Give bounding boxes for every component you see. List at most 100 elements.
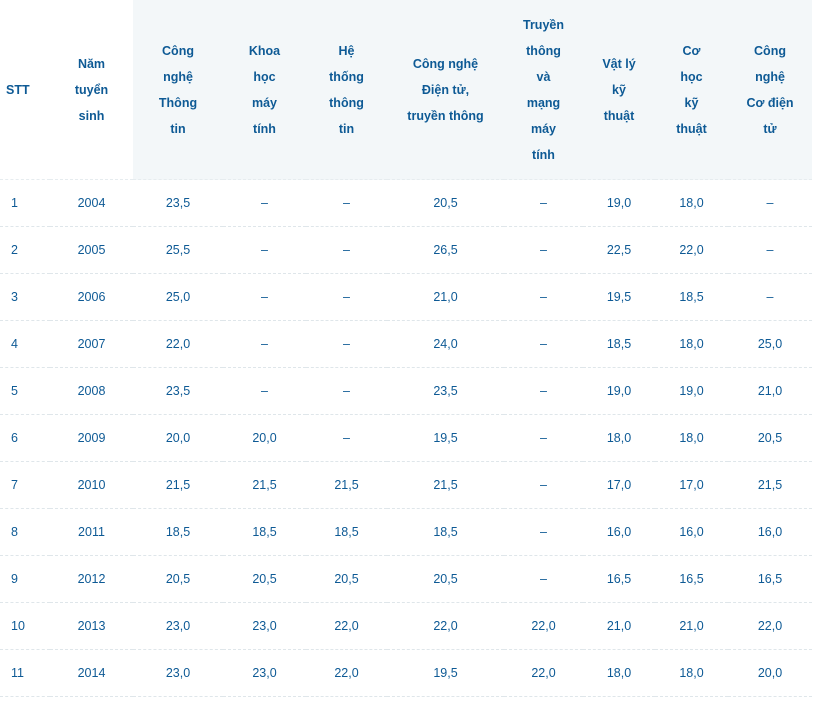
header-computer-science: Khoa học máy tính [223,0,306,180]
header-text-line: truyền thông [407,108,484,123]
table-row: 9 2012 20,5 20,5 20,5 20,5–16,5 16,5 16,5 [0,555,812,603]
table-cell: – [504,179,583,227]
table-cell: 2007 [50,320,133,368]
table-cell: – [728,273,812,321]
table-cell: 16,0 [655,508,728,556]
table-cell: – [728,179,812,227]
header-text-line: Cơ [682,43,701,58]
header-text-line: tính [532,147,555,162]
table-cell: 18,0 [583,649,655,697]
table-row: 1 2004 23,5– –20,5–19,0 18,0– [0,179,812,227]
table-cell: 2004 [50,179,133,227]
table-cell: 2006 [50,273,133,321]
table-cell: 16,0 [583,508,655,556]
header-text-line: máy [530,121,557,136]
table-cell: 4 [0,320,50,368]
table-cell: 19,0 [583,179,655,227]
table-row: 3 2006 25,0– –21,0–19,5 18,5– [0,273,812,321]
table-row: 8 2011 18,5 18,5 18,5 18,5–16,0 16,0 16,0 [0,508,812,556]
table-cell: – [504,414,583,462]
table-cell: 6 [0,414,50,462]
table-cell: 21,0 [728,367,812,415]
header-information-technology: Công nghệ Thông tin [133,0,223,180]
table-cell: 19,0 [583,367,655,415]
table-cell: 22,0 [387,602,504,650]
table-cell: 19,0 [655,367,728,415]
table-cell: 16,5 [655,555,728,603]
table-cell: 2010 [50,461,133,509]
header-text-line: Công [162,43,194,58]
table-cell: 23,5 [133,179,223,227]
table-cell: 2011 [50,508,133,556]
table-cell: 23,5 [387,367,504,415]
table-cell: 7 [0,461,50,509]
header-text-line: Năm [77,56,106,71]
table-cell: 22,5 [583,226,655,274]
header-text-line: tử [763,121,777,136]
table-cell: 21,0 [387,273,504,321]
table-cell: 25,0 [133,273,223,321]
table-cell: 20,5 [387,179,504,227]
table-cell: – [504,461,583,509]
header-mechatronics: Công nghệ Cơ điện tử [728,0,812,180]
table-row: 2 2005 25,5– –26,5–22,5 22,0– [0,226,812,274]
table-cell: 26,5 [387,226,504,274]
table-cell: 19,5 [387,649,504,697]
table-cell: 22,0 [306,649,387,697]
header-engineering-physics: Vật lý kỹ thuật [583,0,655,180]
table-cell: 21,5 [133,461,223,509]
header-text-line: thuật [676,121,707,136]
header-text-line: máy [251,95,278,110]
header-text-line: thuật [603,108,635,123]
header-text-line: mạng [526,95,561,110]
table-cell: 22,0 [655,226,728,274]
header-text-line: sinh [78,108,105,123]
header-text-line: Công [754,43,786,58]
table-cell: 22,0 [504,602,583,650]
table-cell: 18,0 [655,179,728,227]
header-stt: STT [0,0,50,180]
table-cell: 22,0 [306,602,387,650]
table-cell: 20,5 [133,555,223,603]
header-text-line: Công nghệ [412,56,479,71]
table-cell: 20,5 [728,414,812,462]
table-cell: – [306,414,387,462]
table-body: 1 2004 23,5– –20,5–19,0 18,0–2 2005 25,5– –26,5… [0,179,812,697]
table-cell: – [223,320,306,368]
header-communications-networks: Truyền thông và mạng máy tính [504,0,583,180]
table-cell: 21,5 [387,461,504,509]
table-cell: – [306,273,387,321]
table-cell: 18,5 [583,320,655,368]
table-cell: 8 [0,508,50,556]
table-row: 5 2008 23,5– –23,5–19,0 19,0 21,0 [0,367,812,415]
table-cell: 2012 [50,555,133,603]
table-cell: 9 [0,555,50,603]
header-electronics-telecom: Công nghệ Điện tử, truyền thông [387,0,504,180]
table-cell: – [504,320,583,368]
table-cell: 25,5 [133,226,223,274]
table-cell: 21,5 [306,461,387,509]
table-cell: 18,5 [387,508,504,556]
table-cell: – [223,273,306,321]
table-cell: 16,5 [583,555,655,603]
header-text-line: Cơ điện [746,95,794,110]
header-text-line: Thông [158,95,198,110]
table-cell: 20,0 [223,414,306,462]
table-cell: 5 [0,367,50,415]
table-header: STT Năm tuyển sinh Công nghệ Thông tin Khoa học má… [0,0,812,180]
header-text-line: học [680,69,703,84]
table-cell: 20,5 [306,555,387,603]
table-cell: 2013 [50,602,133,650]
header-text-line: tin [338,121,355,136]
table-cell: 23,0 [133,649,223,697]
header-text-line: tin [170,121,186,136]
table-row: 6 2009 20,0 20,0–19,5–18,0 18,0 20,5 [0,414,812,462]
header-text-line: tuyển [74,82,109,97]
header-text-line: thông [526,43,561,58]
table-cell: 18,5 [655,273,728,321]
header-text-line: tính [253,121,276,136]
header-text-line: Truyền [523,17,564,32]
table-cell: 23,0 [133,602,223,650]
table-cell: 22,0 [504,649,583,697]
table-cell: 18,0 [655,649,728,697]
